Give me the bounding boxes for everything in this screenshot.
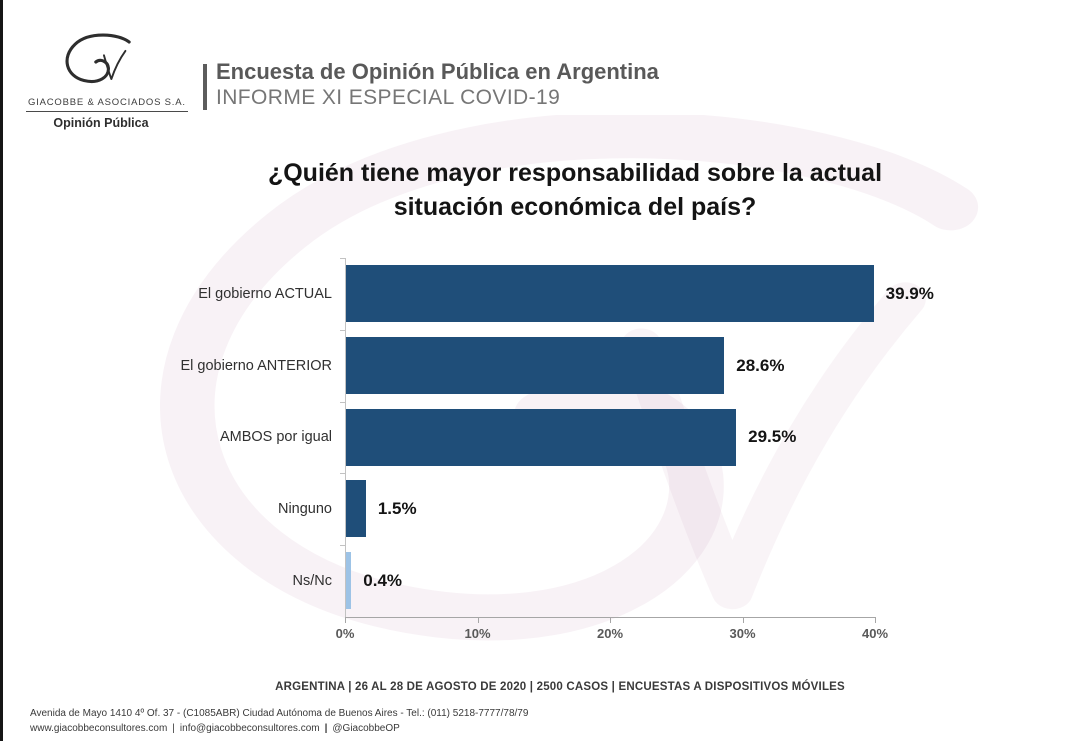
bar-row: Ns/Nc 0.4% bbox=[293, 545, 875, 617]
contact-address: Avenida de Mayo 1410 4º Of. 37 - (C1085A… bbox=[30, 708, 529, 719]
value-label: 28.6% bbox=[736, 355, 785, 375]
x-axis: 0% 10% 20% 30% 40% bbox=[336, 617, 888, 641]
x-axis-tick bbox=[875, 617, 876, 623]
bar-row: Ninguno 1.5% bbox=[278, 473, 875, 545]
contact-links: www.giacobbeconsultores.com | info@giacobb… bbox=[30, 721, 528, 736]
separator: | bbox=[172, 723, 175, 734]
company-logo: GIACOBBE & ASOCIADOS S.A. Opinión Públic… bbox=[26, 32, 188, 130]
x-axis-tick bbox=[610, 617, 611, 623]
bar bbox=[346, 480, 366, 538]
report-title: Encuesta de Opinión Pública en Argentina bbox=[216, 59, 659, 84]
x-axis-tick-label: 40% bbox=[861, 626, 889, 641]
bar bbox=[346, 336, 725, 394]
category-label: Ns/Nc bbox=[292, 573, 332, 590]
x-axis-tick-label: 30% bbox=[729, 626, 756, 641]
chart-title-line2: situación económica del país? bbox=[393, 193, 757, 221]
logo-company-name: GIACOBBE & ASOCIADOS S.A. bbox=[26, 95, 188, 112]
value-label: 0.4% bbox=[363, 571, 403, 591]
frame-left-edge bbox=[0, 0, 3, 741]
x-axis-tick-label: 20% bbox=[596, 626, 624, 641]
bar bbox=[346, 265, 874, 322]
category-label: Ninguno bbox=[277, 501, 332, 518]
bar-row: El gobierno ACTUAL 39.9% bbox=[198, 258, 934, 330]
separator: | bbox=[324, 723, 328, 734]
bar bbox=[346, 552, 352, 610]
bar-row: AMBOS por igual 29.5% bbox=[220, 401, 875, 474]
chart-title: ¿Quién tiene mayor responsabilidad sobre… bbox=[200, 156, 950, 224]
x-axis-tick-label: 10% bbox=[464, 626, 491, 641]
x-axis-tick bbox=[742, 617, 744, 623]
header-divider-bar bbox=[203, 64, 207, 110]
bar-row: El gobierno ANTERIOR 28.6% bbox=[180, 329, 875, 402]
value-label: 29.5% bbox=[748, 427, 797, 447]
contact-footer: Avenida de Mayo 1410 4º Of. 37 - (C1085A… bbox=[30, 706, 528, 736]
contact-email: info@giacobbeconsultores.com bbox=[179, 723, 320, 734]
contact-website: www.giacobbeconsultores.com bbox=[30, 723, 168, 734]
category-label: El gobierno ANTERIOR bbox=[180, 357, 332, 374]
logo-tagline: Opinión Pública bbox=[53, 116, 149, 130]
value-label: 39.9% bbox=[885, 283, 934, 303]
contact-twitter-handle: @GiacobbeOP bbox=[332, 723, 400, 734]
methodology-caption: ARGENTINA | 26 AL 28 DE AGOSTO DE 2020 |… bbox=[275, 681, 845, 693]
x-axis-tick bbox=[345, 617, 346, 623]
bar bbox=[346, 408, 737, 466]
value-label: 1.5% bbox=[377, 499, 417, 519]
bar-chart-plot: El gobierno ACTUAL 39.9% El gobierno ANT… bbox=[180, 258, 934, 617]
g-swirl-logo-icon bbox=[65, 33, 131, 83]
report-subtitle: INFORME XI ESPECIAL COVID-19 bbox=[216, 86, 561, 109]
chart-title-line1: ¿Quién tiene mayor responsabilidad sobre… bbox=[267, 159, 883, 187]
category-label: El gobierno ACTUAL bbox=[198, 285, 332, 302]
x-axis-tick bbox=[477, 617, 479, 623]
category-label: AMBOS por igual bbox=[219, 429, 332, 446]
x-axis-tick-label: 0% bbox=[335, 626, 355, 641]
report-header: Encuesta de Opinión Pública en Argentina… bbox=[216, 59, 659, 110]
